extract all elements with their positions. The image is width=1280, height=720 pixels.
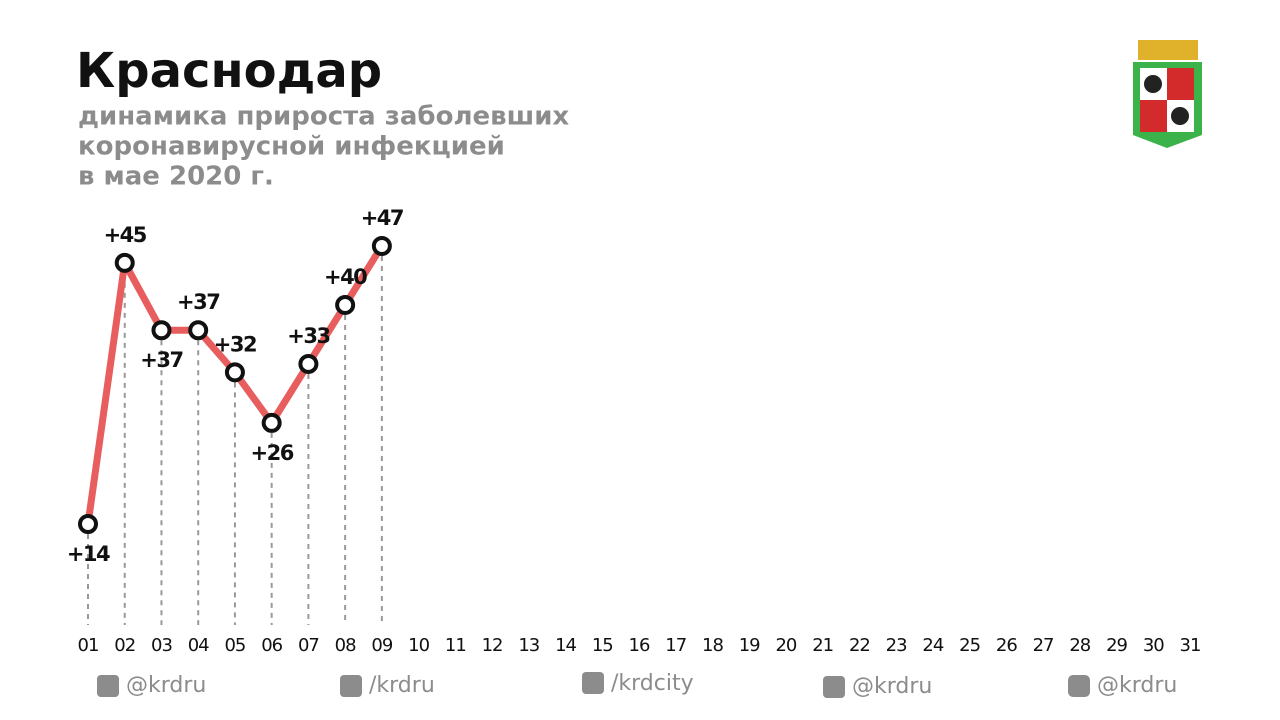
x-tick-label: 15 bbox=[592, 635, 613, 656]
x-tick-label: 09 bbox=[371, 635, 392, 656]
footer-handle: /krdcity bbox=[611, 671, 694, 696]
x-tick-label: 26 bbox=[996, 635, 1017, 656]
footer-handle: @krdru bbox=[852, 674, 932, 699]
x-tick-label: 25 bbox=[959, 635, 980, 656]
value-label: +37 bbox=[177, 290, 219, 314]
x-tick-label: 21 bbox=[812, 635, 833, 656]
x-tick-label: 23 bbox=[886, 635, 907, 656]
x-tick-label: 18 bbox=[702, 635, 723, 656]
x-tick-label: 08 bbox=[335, 635, 356, 656]
point bbox=[151, 320, 172, 341]
footer-handle: @krdru bbox=[1097, 673, 1177, 698]
x-tick-label: 12 bbox=[482, 635, 503, 656]
point bbox=[261, 412, 282, 433]
x-tick-label: 01 bbox=[78, 635, 99, 656]
x-tick-label: 10 bbox=[408, 635, 429, 656]
value-label: +45 bbox=[104, 223, 147, 247]
x-tick-label: 05 bbox=[224, 635, 245, 656]
x-tick-label: 31 bbox=[1180, 635, 1201, 656]
footer-icons bbox=[97, 672, 1090, 698]
value-label: +40 bbox=[324, 265, 367, 289]
x-tick-label: 02 bbox=[114, 635, 135, 656]
x-tick-label: 11 bbox=[445, 635, 466, 656]
x-tick-label: 19 bbox=[739, 635, 760, 656]
x-tick-label: 03 bbox=[151, 635, 172, 656]
footer-handle: /krdru bbox=[369, 673, 435, 698]
coat-of-arms bbox=[1133, 40, 1202, 148]
subtitle: динамика прироста заболевших bbox=[78, 102, 569, 132]
x-tick-label: 29 bbox=[1106, 635, 1127, 656]
point bbox=[371, 236, 392, 256]
point bbox=[188, 320, 209, 341]
point bbox=[78, 514, 98, 534]
subtitle: в мае 2020 г. bbox=[78, 162, 274, 192]
x-tick-label: 24 bbox=[922, 635, 943, 656]
x-tick-label: 30 bbox=[1143, 635, 1164, 656]
x-tick-label: 17 bbox=[665, 635, 686, 656]
value-label: +47 bbox=[361, 206, 403, 230]
x-tick-label: 04 bbox=[188, 635, 209, 656]
point bbox=[224, 362, 245, 383]
x-tick-label: 14 bbox=[555, 635, 576, 656]
point bbox=[114, 252, 135, 273]
chart-title: Краснодар bbox=[76, 43, 382, 99]
value-label: +33 bbox=[287, 324, 329, 348]
value-label: +32 bbox=[214, 332, 256, 356]
x-tick-label: 28 bbox=[1069, 635, 1090, 656]
value-label: +14 bbox=[67, 542, 110, 566]
footer-handle: @krdru bbox=[126, 673, 206, 698]
value-label: +37 bbox=[140, 348, 182, 372]
point bbox=[335, 294, 356, 315]
x-tick-label: 20 bbox=[775, 635, 796, 656]
x-tick-label: 16 bbox=[629, 635, 650, 656]
subtitle: коронавирусной инфекцией bbox=[78, 132, 505, 162]
x-tick-label: 22 bbox=[849, 635, 870, 656]
point bbox=[298, 353, 319, 374]
x-tick-label: 27 bbox=[1033, 635, 1054, 656]
x-tick-label: 06 bbox=[261, 635, 282, 656]
value-label: +26 bbox=[251, 441, 294, 465]
x-tick-label: 07 bbox=[298, 635, 319, 656]
x-tick-label: 13 bbox=[518, 635, 539, 656]
